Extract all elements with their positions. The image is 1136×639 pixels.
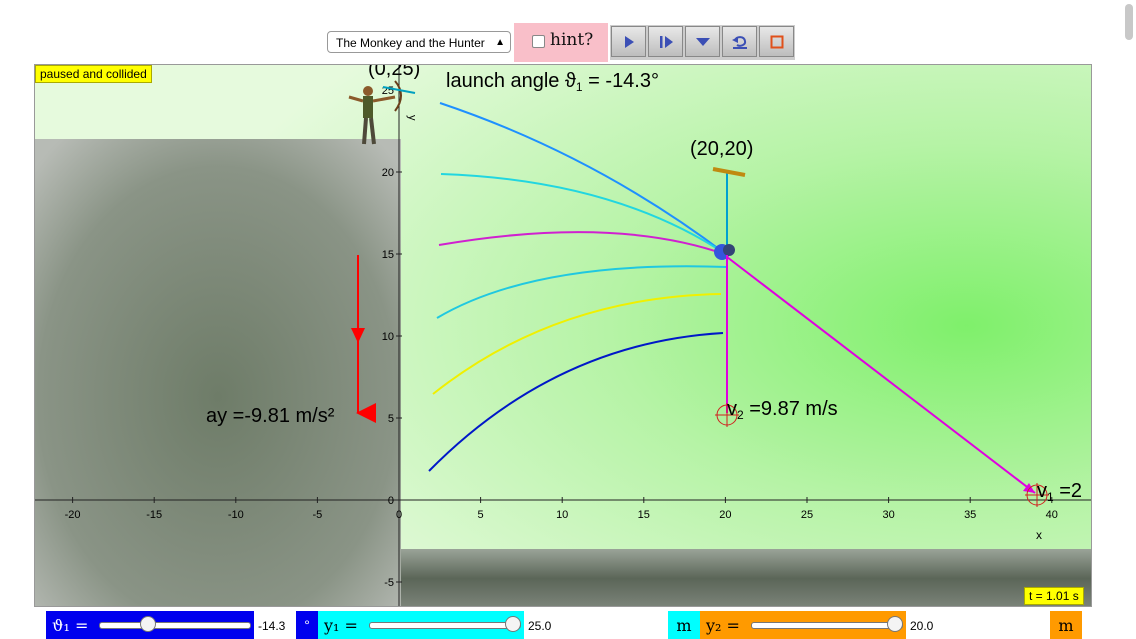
hint-toggle[interactable]: hint?	[514, 23, 608, 62]
x-tick-label: 0	[396, 509, 402, 521]
x-tick-label: 25	[801, 509, 813, 521]
ground	[399, 549, 1091, 606]
trajectory-blue	[428, 332, 724, 472]
y1-slider-track	[369, 622, 521, 629]
v1-crosshair[interactable]	[1025, 483, 1049, 507]
target-branch	[712, 167, 746, 177]
y2-slider-track	[751, 622, 903, 629]
x-tick-labels: -20 -15 -10 -5 0 5 10 15 20 25 30 35 40	[65, 497, 1058, 521]
x-tick-label: 40	[1046, 509, 1058, 521]
y2-slider-knob[interactable]	[887, 616, 903, 632]
simulation-svg: -20 -15 -10 -5 0 5 10 15 20 25 30 35 40 25 20 15 10 5 0 -5…	[35, 65, 1091, 606]
scrollbar-thumb[interactable]	[1125, 4, 1133, 40]
trajectory-cyan-1	[440, 173, 728, 256]
stop-icon	[770, 35, 783, 48]
v2-crosshair[interactable]	[715, 403, 739, 427]
x-tick-label: 35	[964, 509, 976, 521]
y2-value[interactable]: 20.0	[910, 619, 934, 633]
y1-label-block: y₁ =	[318, 611, 366, 639]
y2-unit-block: m	[1050, 611, 1082, 639]
time-readout: t = 1.01 s	[1024, 587, 1084, 605]
y-tick-label: 15	[382, 249, 394, 261]
trajectory-yellow	[432, 293, 722, 395]
y2-unit: m	[1058, 615, 1074, 635]
step-icon	[659, 35, 673, 48]
y2-slider[interactable]	[751, 616, 903, 632]
v1-label: v1 =2	[1037, 480, 1082, 504]
trajectory-main	[439, 102, 728, 256]
playback-controls	[610, 25, 795, 60]
x-axis-label: x	[1036, 528, 1042, 542]
theta-value[interactable]: -14.3	[258, 619, 286, 633]
trajectory-magenta	[438, 231, 728, 256]
play-button[interactable]	[611, 26, 646, 57]
trajectory-cyan-2	[436, 265, 728, 319]
reset-button[interactable]	[722, 26, 757, 57]
y-tick-label: 20	[382, 167, 394, 179]
gravity-label: ay =-9.81 m/s²	[206, 405, 335, 427]
x-tick-label: 20	[719, 509, 731, 521]
hint-checkbox[interactable]	[532, 35, 545, 48]
y1-slider-knob[interactable]	[505, 616, 521, 632]
y2-label: y₂ =	[706, 615, 740, 635]
theta-unit: °	[304, 617, 310, 633]
scenario-select-value: The Monkey and the Hunter	[336, 36, 485, 50]
reset-icon	[731, 35, 747, 49]
theta-unit-block: °	[296, 611, 318, 639]
hint-label: hint?	[550, 30, 594, 50]
stop-button[interactable]	[759, 26, 794, 57]
v2-label: v2 =9.87 m/s	[727, 398, 838, 422]
chevron-down-icon	[695, 37, 710, 46]
simulation-canvas[interactable]: -20 -15 -10 -5 0 5 10 15 20 25 30 35 40 25 20 15 10 5 0 -5…	[34, 64, 1092, 607]
select-arrows-icon: ▲	[495, 37, 505, 48]
theta-label-block: ϑ₁ =	[46, 611, 96, 639]
x-tick-label: 5	[478, 509, 484, 521]
x-tick-label: 15	[638, 509, 650, 521]
x-tick-label: -20	[65, 509, 81, 521]
x-tick-label: -15	[146, 509, 162, 521]
dropdown-button[interactable]	[685, 26, 720, 57]
target-label: (20,20)	[690, 138, 753, 160]
y1-unit: m	[676, 615, 692, 635]
y1-slider[interactable]	[369, 616, 521, 632]
toolbar: The Monkey and the Hunter ▲ hint?	[0, 0, 1136, 62]
theta-label: ϑ₁ =	[52, 615, 89, 635]
y-tick-label: 5	[388, 413, 394, 425]
theta-slider-knob[interactable]	[139, 616, 156, 632]
theta-slider-track	[99, 622, 251, 629]
x-tick-label: 30	[882, 509, 894, 521]
cliff	[35, 139, 401, 606]
launch-angle-label: launch angle ϑ1 = -14.3°	[446, 70, 659, 94]
x-tick-label: 10	[556, 509, 568, 521]
step-button[interactable]	[648, 26, 683, 57]
start-point-label: (0,25)	[368, 65, 420, 80]
scenario-select[interactable]: The Monkey and the Hunter ▲	[327, 31, 511, 53]
hunter-figure[interactable]	[348, 80, 416, 145]
y1-unit-block: m	[668, 611, 700, 639]
y-tick-label: 0	[388, 495, 394, 507]
y-tick-label: 10	[382, 331, 394, 343]
y1-label: y₁ =	[324, 615, 358, 635]
y-axis-label: y	[406, 115, 418, 121]
gravity-arrowhead-mid	[351, 328, 365, 343]
y-tick-label: -5	[384, 577, 394, 589]
x-tick-label: -5	[313, 509, 323, 521]
y2-label-block: y₂ =	[700, 611, 748, 639]
v1-vector	[726, 256, 1036, 494]
monkey-target	[723, 244, 735, 256]
y1-value[interactable]: 25.0	[528, 619, 552, 633]
x-tick-label: -10	[228, 509, 244, 521]
status-badge: paused and collided	[35, 65, 152, 83]
play-icon	[624, 35, 634, 48]
v1-arrowhead	[1023, 483, 1035, 493]
theta-slider[interactable]	[99, 616, 251, 632]
